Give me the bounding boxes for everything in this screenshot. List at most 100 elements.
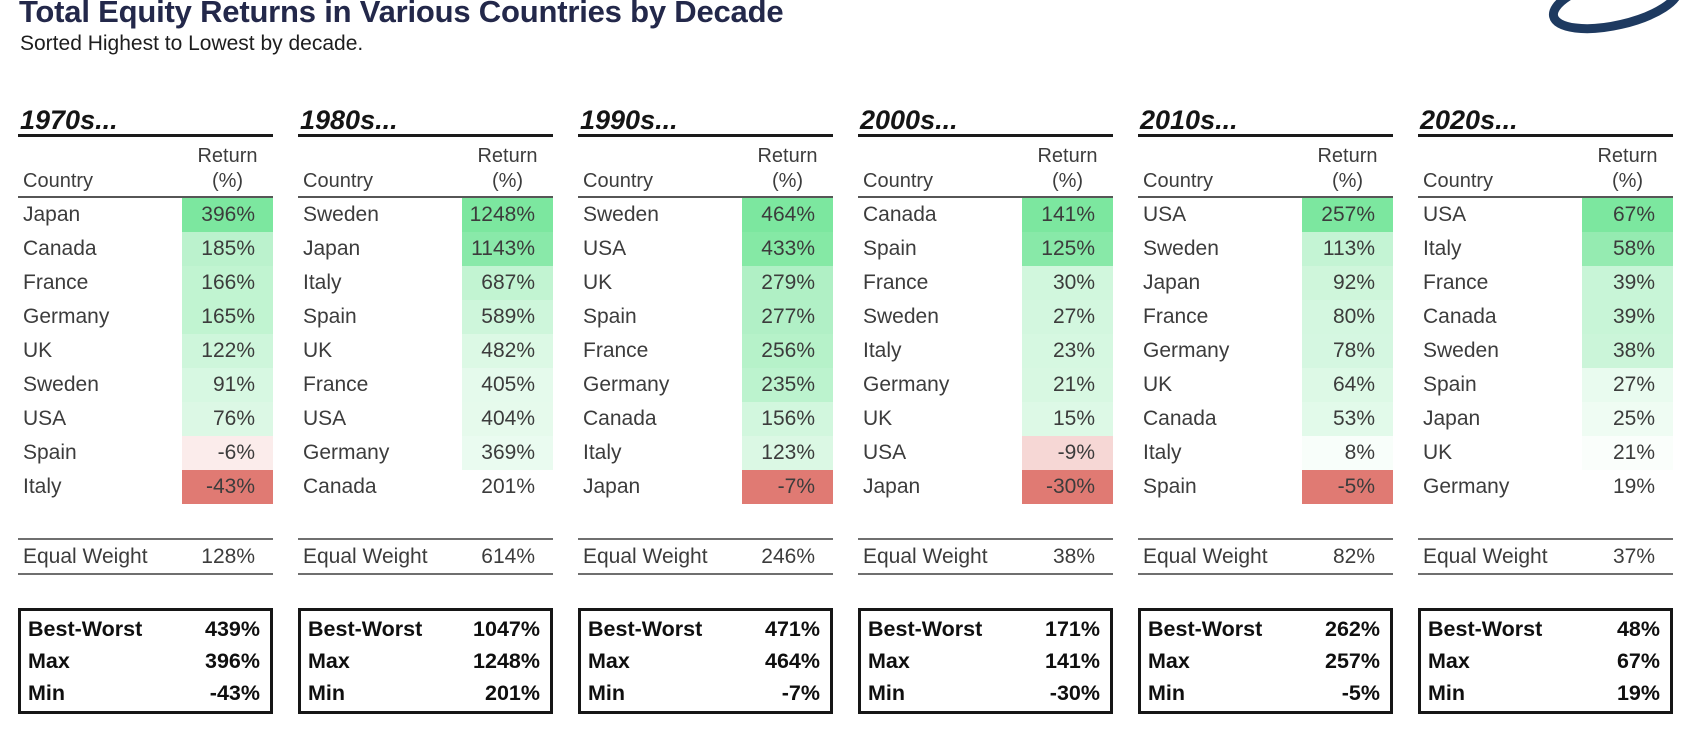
country-row: Sweden 113%	[1138, 232, 1393, 266]
spacer	[1138, 575, 1393, 608]
country-name: Japan	[583, 475, 641, 498]
equal-weight-row: Equal Weight 37%	[1418, 538, 1673, 575]
country-name: Sweden	[583, 203, 659, 226]
country-row: Canada 156%	[578, 402, 833, 436]
stat-value-best-worst: 1047%	[473, 617, 540, 641]
country-name: Italy	[23, 475, 62, 498]
return-value-cell: 67%	[1582, 198, 1673, 232]
equal-weight-label: Equal Weight	[583, 545, 708, 568]
column-header-row: Country (%)	[1418, 167, 1673, 198]
country-name: Italy	[1143, 441, 1182, 464]
return-header: Return	[477, 145, 538, 167]
stat-value-max: 464%	[765, 649, 820, 673]
stat-label-min: Min	[1148, 681, 1186, 705]
country-name: UK	[303, 339, 333, 362]
column-header-row: Country (%)	[858, 167, 1113, 198]
return-value-cell: 589%	[462, 300, 553, 334]
stat-label-min: Min	[308, 681, 346, 705]
decade-heading: 2000s...	[858, 105, 1113, 137]
spacer	[858, 504, 1113, 538]
equal-weight-row: Equal Weight 38%	[858, 538, 1113, 575]
country-name: Italy	[1423, 237, 1462, 260]
summary-stats-box: Best-Worst 48% Max 67% Min 19%	[1418, 608, 1673, 714]
return-value-cell: 235%	[742, 368, 833, 402]
country-row: Spain 27%	[1418, 368, 1673, 402]
return-value-cell: 30%	[1022, 266, 1113, 300]
country-row: Sweden 38%	[1418, 334, 1673, 368]
decade-heading: 1990s...	[578, 105, 833, 137]
country-row: Germany 235%	[578, 368, 833, 402]
stat-row-best-worst: Best-Worst 1047%	[301, 613, 550, 645]
country-header: Country	[863, 170, 934, 192]
return-value-cell: 21%	[1022, 368, 1113, 402]
country-row: Italy 123%	[578, 436, 833, 470]
stat-label-best-worst: Best-Worst	[1428, 617, 1543, 641]
return-value-cell: 185%	[182, 232, 273, 266]
stat-label-max: Max	[28, 649, 70, 673]
stat-label-best-worst: Best-Worst	[1148, 617, 1263, 641]
country-row: Japan -7%	[578, 470, 833, 504]
country-return-rows: Sweden 464% USA 433% UK 279% Spain 277% France 25…	[578, 198, 833, 504]
stat-row-min: Min -30%	[861, 677, 1110, 709]
country-row: Spain -6%	[18, 436, 273, 470]
country-row: UK 122%	[18, 334, 273, 368]
country-row: Spain 589%	[298, 300, 553, 334]
country-row: Italy 23%	[858, 334, 1113, 368]
country-return-rows: Japan 396% Canada 185% France 166% Germany 165%…	[18, 198, 273, 504]
country-name: Spain	[583, 305, 637, 328]
return-value-cell: 122%	[182, 334, 273, 368]
stat-label-min: Min	[588, 681, 626, 705]
country-name: Germany	[23, 305, 110, 328]
country-row: Japan 1143%	[298, 232, 553, 266]
country-row: Japan 92%	[1138, 266, 1393, 300]
stat-label-best-worst: Best-Worst	[28, 617, 143, 641]
decade-column: 2010s... Return Country (%) USA 257% Swede…	[1138, 105, 1393, 714]
decade-column: 1990s... Return Country (%) Sweden 464% US…	[578, 105, 833, 714]
return-value-cell: 27%	[1582, 368, 1673, 402]
stat-label-max: Max	[1428, 649, 1470, 673]
return-value-cell: -9%	[1022, 436, 1113, 470]
return-value-cell: 123%	[742, 436, 833, 470]
return-value-cell: 38%	[1582, 334, 1673, 368]
percent-header: (%)	[1051, 170, 1084, 192]
decade-heading: 1970s...	[18, 105, 273, 137]
country-name: Germany	[1143, 339, 1230, 362]
spacer	[578, 575, 833, 608]
return-value-cell: 165%	[182, 300, 273, 334]
summary-stats-box: Best-Worst 1047% Max 1248% Min 201%	[298, 608, 553, 714]
equal-weight-value: 246%	[761, 545, 815, 568]
decade-heading: 2020s...	[1418, 105, 1673, 137]
return-value-cell: 92%	[1302, 266, 1393, 300]
stat-value-min: -5%	[1341, 681, 1380, 705]
page-subtitle: Sorted Highest to Lowest by decade.	[20, 32, 364, 55]
country-row: France 80%	[1138, 300, 1393, 334]
country-name: Germany	[863, 373, 950, 396]
country-name: Canada	[863, 203, 937, 226]
percent-header: (%)	[211, 170, 244, 192]
country-header: Country	[23, 170, 94, 192]
country-name: Spain	[1143, 475, 1197, 498]
country-header: Country	[583, 170, 654, 192]
return-value-cell: 25%	[1582, 402, 1673, 436]
spacer	[578, 504, 833, 538]
stat-label-best-worst: Best-Worst	[588, 617, 703, 641]
stat-row-min: Min 19%	[1421, 677, 1670, 709]
country-name: USA	[583, 237, 627, 260]
stat-row-max: Max 1248%	[301, 645, 550, 677]
stat-label-max: Max	[308, 649, 350, 673]
stat-value-best-worst: 262%	[1325, 617, 1380, 641]
stat-row-best-worst: Best-Worst 262%	[1141, 613, 1390, 645]
country-name: France	[1143, 305, 1209, 328]
country-name: UK	[1143, 373, 1173, 396]
decade-column: 1980s... Return Country (%) Sweden 1248% J…	[298, 105, 553, 714]
country-name: Spain	[863, 237, 917, 260]
stat-label-max: Max	[588, 649, 630, 673]
return-value-cell: 201%	[462, 470, 553, 504]
return-value-cell: 482%	[462, 334, 553, 368]
country-row: Germany 19%	[1418, 470, 1673, 504]
country-name: Sweden	[303, 203, 379, 226]
summary-stats-box: Best-Worst 262% Max 257% Min -5%	[1138, 608, 1393, 714]
spacer	[1418, 504, 1673, 538]
country-name: USA	[863, 441, 907, 464]
equal-weight-label: Equal Weight	[1143, 545, 1268, 568]
